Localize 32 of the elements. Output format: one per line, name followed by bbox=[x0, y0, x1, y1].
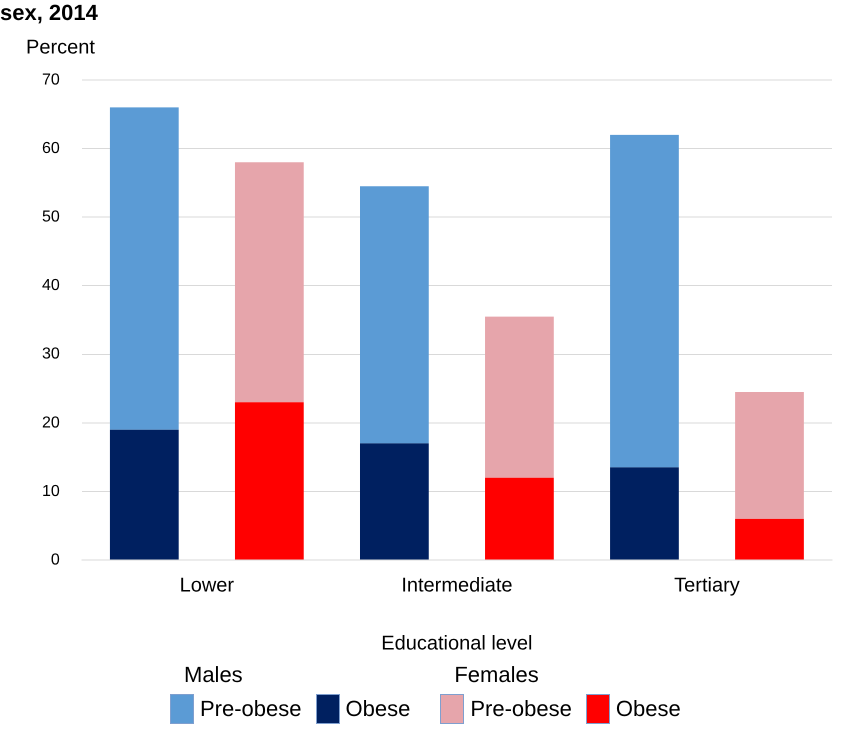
y-tick-label: 10 bbox=[42, 482, 60, 500]
x-axis-title: Educational level bbox=[381, 632, 533, 655]
y-tick-label: 30 bbox=[42, 346, 60, 363]
bar bbox=[110, 107, 179, 430]
y-tick-label: 20 bbox=[42, 414, 60, 432]
bar bbox=[610, 467, 679, 560]
x-tick-label: Intermediate bbox=[401, 574, 512, 597]
y-tick-label: 60 bbox=[42, 140, 60, 157]
bar bbox=[360, 443, 429, 560]
chart-title: sex, 2014 bbox=[0, 0, 98, 26]
x-tick-label: Tertiary bbox=[674, 574, 740, 597]
y-tick-label: 0 bbox=[50, 551, 60, 568]
legend-label: Pre-obese bbox=[200, 696, 302, 722]
bar bbox=[110, 430, 179, 560]
text: Males bbox=[184, 662, 244, 688]
y-tick-label: 70 bbox=[42, 71, 60, 88]
bar bbox=[234, 402, 304, 560]
bar bbox=[735, 392, 804, 519]
bar bbox=[234, 162, 304, 402]
legend-label: Pre-obese bbox=[470, 696, 572, 722]
x-tick-label: Lower bbox=[180, 574, 234, 597]
bar bbox=[485, 316, 554, 478]
legend-label: Obese bbox=[346, 696, 410, 722]
bar bbox=[485, 478, 554, 560]
bar bbox=[735, 518, 804, 560]
y-axis-title: Percent bbox=[26, 36, 96, 59]
text: Females bbox=[454, 662, 540, 688]
y-tick-label: 50 bbox=[42, 208, 60, 226]
bar bbox=[610, 134, 679, 468]
y-tick-label: 40 bbox=[42, 277, 60, 294]
legend-label: Obese bbox=[616, 696, 681, 722]
bar bbox=[360, 186, 429, 444]
